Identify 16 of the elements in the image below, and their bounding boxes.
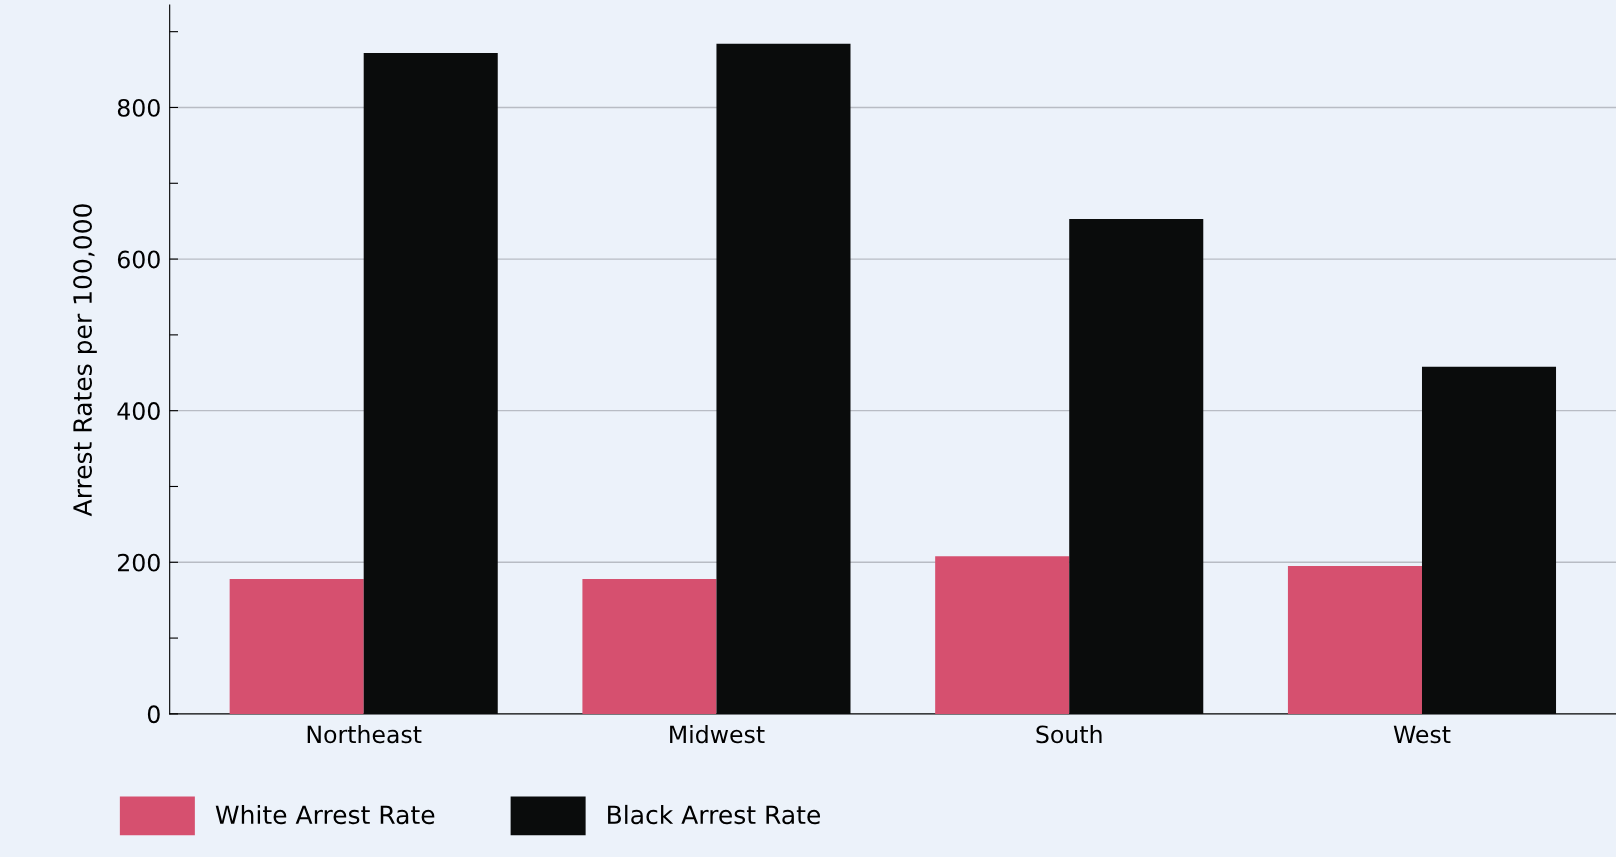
y-tick-label: 800 (117, 98, 160, 117)
y-tick-label: 0 (147, 705, 160, 724)
bar (935, 556, 1070, 714)
y-axis-title: Arrest Rates per 100,000 (73, 204, 97, 517)
y-tick-label: 400 (117, 402, 160, 420)
bar (582, 578, 717, 714)
x-tick-label: Midwest (670, 724, 765, 744)
x-tick-label: West (1393, 725, 1451, 744)
y-tick-label: 600 (117, 250, 160, 269)
x-tick-label: South (1036, 724, 1102, 744)
y-tick-label: 200 (118, 553, 160, 572)
x-tick-label: Northeast (307, 724, 422, 744)
legend-label: White Arrest Rate (215, 804, 435, 825)
bar (1287, 566, 1422, 714)
legend-label: Black Arrest Rate (608, 804, 820, 825)
bar (229, 578, 364, 714)
